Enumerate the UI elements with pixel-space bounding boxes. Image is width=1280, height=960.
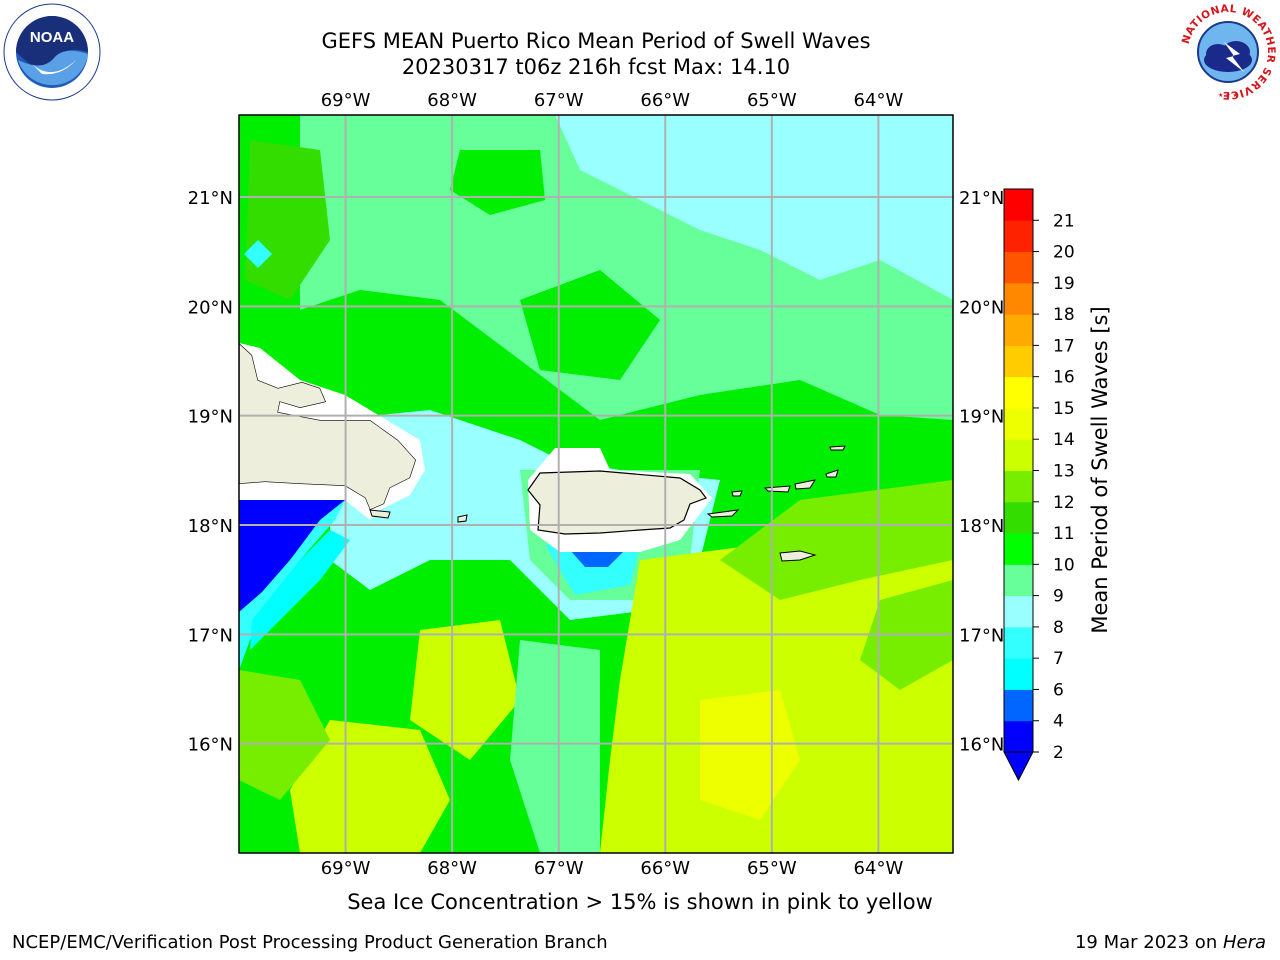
lon-label-bottom-0: 69°W xyxy=(321,858,371,879)
colorbar-swatch-7 xyxy=(1004,501,1033,534)
colorbar: 2 4 6 7 8 9 10 11 12 13 14 15 16 17 18 19 20 21 xyxy=(1003,188,1075,782)
colorbar-swatch-17 xyxy=(1004,189,1033,221)
map-frame xyxy=(238,114,954,854)
lat-label-left-4: 17°N xyxy=(188,625,233,646)
lat-label-right-2: 19°N xyxy=(959,407,1004,428)
lon-label-top-3: 66°W xyxy=(640,90,690,111)
lon-label-bottom-1: 68°W xyxy=(427,858,477,879)
colorbar-extend-arrow xyxy=(1003,751,1034,782)
producer-credit: NCEP/EMC/Verification Post Processing Pr… xyxy=(12,932,608,953)
colorbar-tick-label-7: 11 xyxy=(1053,524,1075,544)
lat-label-right-0: 21°N xyxy=(959,188,1004,209)
chart-title: GEFS MEAN Puerto Rico Mean Period of Swe… xyxy=(321,29,871,53)
colorbar-swatch-15 xyxy=(1004,251,1033,284)
colorbar-swatch-4 xyxy=(1004,595,1033,628)
lon-label-top-2: 67°W xyxy=(534,90,584,111)
chart-subtitle: 20230317 t06z 216h fcst Max: 14.10 xyxy=(401,55,791,79)
colorbar-tick-label-15: 19 xyxy=(1053,274,1075,294)
sea-ice-note: Sea Ice Concentration > 15% is shown in … xyxy=(347,890,933,914)
lat-label-right-4: 17°N xyxy=(959,625,1004,646)
lon-label-bottom-5: 64°W xyxy=(854,858,904,879)
lat-label-left-5: 16°N xyxy=(188,735,233,756)
machine-name: Hera xyxy=(1222,932,1266,953)
lon-label-top-5: 64°W xyxy=(854,90,904,111)
run-date-text: 19 Mar 2023 on xyxy=(1074,932,1223,953)
colorbar-swatch-2 xyxy=(1004,658,1033,690)
lon-label-bottom-2: 67°W xyxy=(534,858,584,879)
noaa-logo: NOAA xyxy=(3,3,101,101)
colorbar-swatch-6 xyxy=(1004,533,1033,565)
colorbar-label: Mean Period of Swell Waves [s] xyxy=(1088,306,1112,633)
colorbar-swatch-16 xyxy=(1004,220,1033,253)
colorbar-tick-label-1: 4 xyxy=(1053,712,1064,732)
colorbar-swatch-13 xyxy=(1004,314,1033,346)
noaa-logo-text: NOAA xyxy=(30,29,74,46)
colorbar-tick-label-4: 8 xyxy=(1053,618,1064,638)
colorbar-swatch-1 xyxy=(1004,689,1033,722)
map-gridlines xyxy=(239,115,953,853)
colorbar-tick-label-11: 15 xyxy=(1053,399,1075,419)
colorbar-tick-label-13: 17 xyxy=(1053,336,1075,356)
map-axis-labels: 69°W 69°W 68°W 68°W 67°W 67°W 66°W 66°W 65°W 65°W… xyxy=(188,90,1005,879)
colorbar-swatch-8 xyxy=(1004,470,1033,503)
colorbar-swatch-14 xyxy=(1004,282,1033,315)
lon-label-bottom-3: 66°W xyxy=(640,858,690,879)
lon-label-top-4: 65°W xyxy=(747,90,797,111)
colorbar-tick-label-2: 6 xyxy=(1053,680,1064,700)
colorbar-swatch-5 xyxy=(1004,564,1033,597)
lat-label-left-2: 19°N xyxy=(188,407,233,428)
lat-label-left-0: 21°N xyxy=(188,188,233,209)
colorbar-tick-label-12: 16 xyxy=(1053,368,1075,388)
colorbar-tick-label-6: 10 xyxy=(1053,555,1075,575)
nws-logo: NATIONAL WEATHER SERVICE ★ ★ ★ xyxy=(1180,3,1277,101)
run-date: 19 Mar 2023 on Hera xyxy=(1075,932,1266,953)
colorbar-tick-label-14: 18 xyxy=(1053,305,1075,325)
lon-label-bottom-4: 65°W xyxy=(747,858,797,879)
colorbar-tick-label-9: 13 xyxy=(1053,462,1075,482)
svg-text:★ ★ ★: ★ ★ ★ xyxy=(1218,92,1238,99)
colorbar-tick-label-5: 9 xyxy=(1053,587,1064,607)
colorbar-tick-label-8: 12 xyxy=(1053,493,1075,513)
lat-label-right-5: 16°N xyxy=(959,735,1004,756)
colorbar-tick-label-17: 21 xyxy=(1053,211,1075,231)
colorbar-swatch-0 xyxy=(1004,720,1033,753)
colorbar-tick-label-16: 20 xyxy=(1053,243,1075,263)
swell-period-field xyxy=(239,115,953,853)
colorbar-swatch-10 xyxy=(1004,407,1033,440)
lat-label-right-1: 20°N xyxy=(959,297,1004,318)
colorbar-tick-label-0: 2 xyxy=(1053,743,1064,763)
lon-label-top-0: 69°W xyxy=(321,90,371,111)
lat-label-right-3: 18°N xyxy=(959,516,1004,537)
lat-label-left-1: 20°N xyxy=(188,297,233,318)
colorbar-swatch-11 xyxy=(1004,376,1033,409)
colorbar-swatch-12 xyxy=(1004,345,1033,378)
colorbar-swatch-9 xyxy=(1004,439,1033,471)
lon-label-top-1: 68°W xyxy=(427,90,477,111)
lat-label-left-3: 18°N xyxy=(188,516,233,537)
colorbar-tick-label-3: 7 xyxy=(1053,649,1064,669)
colorbar-tick-label-10: 14 xyxy=(1053,430,1075,450)
colorbar-swatch-3 xyxy=(1004,626,1033,659)
